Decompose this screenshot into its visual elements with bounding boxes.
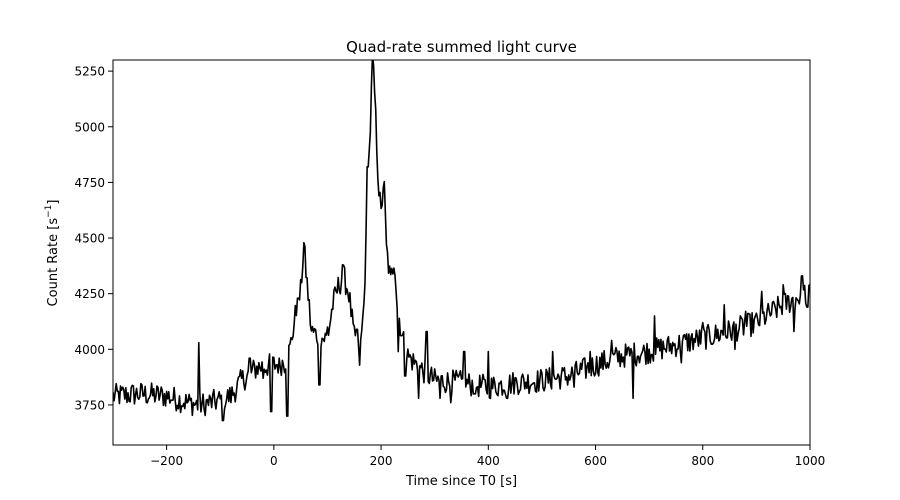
plot-area [112,59,811,446]
series-group [113,60,810,422]
y-tick-label: 4000 [74,343,105,357]
y-axis-label-tail: ] [46,200,61,205]
y-axis-label: Count Rate [s−1] [44,200,61,307]
y-tick-label: 4500 [74,232,105,246]
y-tick-label: 5000 [74,120,105,134]
x-tick-label: −200 [150,454,183,468]
x-tick-label: 600 [584,454,607,468]
y-axis-label-superscript: −1 [44,205,54,218]
chart-title: Quad-rate summed light curve [346,38,577,56]
x-tick-label: 800 [691,454,714,468]
light-curve-line [113,60,810,422]
y-axis: 3750 4000 4250 4500 4750 5000 5250 [74,65,113,412]
y-tick-label: 5250 [74,65,105,79]
plot-frame [112,59,811,446]
x-tick-label: 1000 [795,454,826,468]
y-tick-label: 4750 [74,176,105,190]
x-tick-label: 400 [477,454,500,468]
x-tick-label: 0 [270,454,278,468]
x-axis: −200 0 200 400 600 800 1000 [150,445,825,468]
x-axis-label: Time since T0 [s] [405,474,517,489]
y-axis-label-main: Count Rate [s [46,218,61,307]
y-tick-label: 4250 [74,287,105,301]
x-tick-label: 200 [370,454,393,468]
y-tick-label: 3750 [74,398,105,412]
